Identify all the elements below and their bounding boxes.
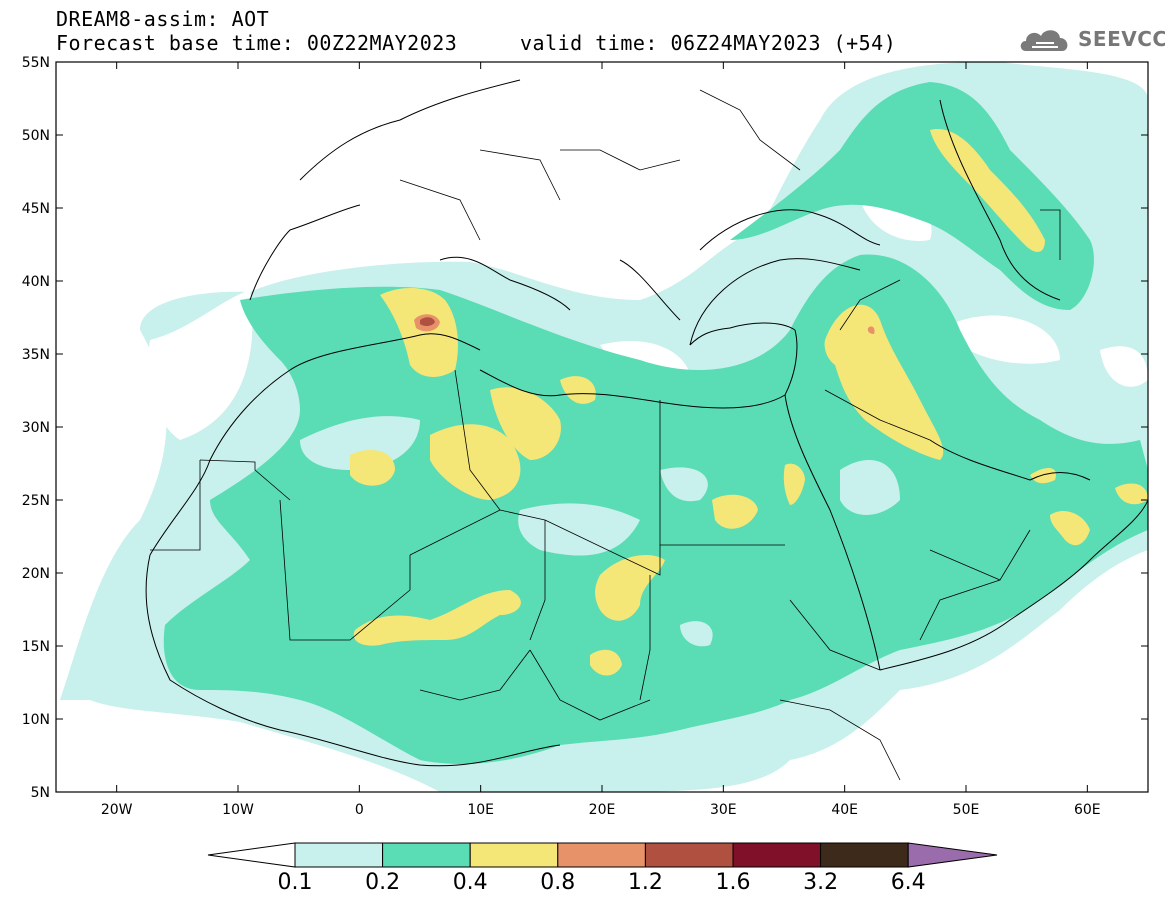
lat-tick-label: 15N — [22, 639, 50, 655]
clear-area — [940, 315, 1060, 364]
lon-tick-label: 20E — [589, 802, 616, 818]
colorbar-under-arrow — [207, 842, 296, 868]
colorbar-segment — [469, 842, 559, 868]
colorbar-label: 1.6 — [716, 870, 751, 895]
colorbar-label: 6.4 — [891, 870, 926, 895]
longitude-axis: 20W 10W 0 10E 20E 30E 40E 50E 60E — [101, 62, 1101, 818]
lat-tick-label: 30N — [22, 420, 50, 436]
brand-name: SEEVCCC — [1078, 27, 1165, 51]
lon-tick-label: 50E — [953, 802, 980, 818]
colorbar-segment — [294, 842, 384, 868]
colorbar-segment — [382, 842, 471, 868]
aot-contour-0.2 — [730, 82, 1094, 310]
aot-contour-0.4 — [1115, 483, 1148, 505]
aot-contour-0.4 — [930, 129, 1045, 252]
lon-tick-label: 10E — [467, 802, 494, 818]
lon-tick-label: 40E — [831, 802, 858, 818]
lat-tick-label: 10N — [22, 712, 50, 728]
colorbar-label: 0.1 — [278, 870, 313, 895]
lon-tick-label: 30E — [710, 802, 737, 818]
aot-contour-0.8 — [867, 326, 875, 334]
colorbar-segment — [820, 842, 909, 868]
lon-tick-label: 60E — [1074, 802, 1101, 818]
colorbar-segment — [644, 842, 734, 868]
colorbar-label: 1.2 — [628, 870, 663, 895]
colorbar-over-arrow — [907, 842, 998, 868]
aot-contour-0.4 — [824, 304, 944, 460]
aot-contour-0.1 — [518, 503, 640, 556]
aot-contour-0.4 — [430, 424, 521, 500]
colorbar-segment — [732, 842, 822, 868]
map-title: DREAM8-assim: AOT — [56, 7, 270, 31]
colorbar-label: 3.2 — [803, 870, 838, 895]
lat-tick-label: 35N — [22, 347, 50, 363]
lat-tick-label: 25N — [22, 493, 50, 509]
aot-contour-0.4 — [595, 555, 665, 621]
aot-contour-0.4 — [590, 649, 622, 676]
aot-contour-0.4 — [353, 590, 521, 646]
aot-contour-0.1 — [660, 467, 708, 502]
cloud-logo-icon — [1020, 30, 1068, 51]
aot-contour-0.1 — [680, 621, 713, 647]
lon-tick-label: 0 — [355, 802, 364, 818]
aot-contour-1.2 — [420, 317, 435, 327]
aot-shading — [60, 62, 1148, 792]
forecast-time-subtitle: Forecast base time: 00Z22MAY2023 valid t… — [56, 31, 897, 55]
lat-tick-label: 55N — [22, 55, 50, 71]
lat-tick-label: 20N — [22, 566, 50, 582]
clear-area — [148, 290, 253, 440]
colorbar-segment — [557, 842, 646, 868]
lat-tick-label: 50N — [22, 128, 50, 144]
aot-contour-0.4 — [1030, 468, 1056, 484]
aot-contour-0.4 — [490, 387, 561, 460]
brand-logo: SEEVCCC — [1018, 24, 1165, 54]
country-borders — [150, 89, 1061, 781]
lat-tick-label: 5N — [31, 785, 50, 801]
aot-contour-0.4 — [380, 288, 458, 377]
aot-contour-0.4 — [1050, 510, 1090, 546]
coastlines — [145, 79, 1148, 767]
aot-contour-0.4 — [350, 450, 395, 486]
colorbar-label: 0.4 — [453, 870, 488, 895]
aot-colorbar: 0.1 0.2 0.4 0.8 1.2 1.6 3.2 6.4 — [207, 842, 998, 895]
aot-contour-0.4 — [560, 376, 596, 404]
lat-tick-label: 40N — [22, 274, 50, 290]
colorbar-label: 0.8 — [540, 870, 575, 895]
latitude-axis: 55N 50N 45N 40N 35N 30N 25N 20N 15N 10N 5N — [22, 55, 1148, 801]
clear-area — [1100, 346, 1148, 387]
aot-contour-0.4 — [712, 494, 758, 529]
lon-tick-label: 10W — [222, 802, 254, 818]
lon-tick-label: 20W — [101, 802, 133, 818]
colorbar-label: 0.2 — [365, 870, 400, 895]
aot-contour-0.1 — [300, 416, 420, 470]
aot-contour-0.4 — [783, 463, 805, 505]
aot-contour-0.1 — [840, 460, 900, 515]
lat-tick-label: 45N — [22, 201, 50, 217]
